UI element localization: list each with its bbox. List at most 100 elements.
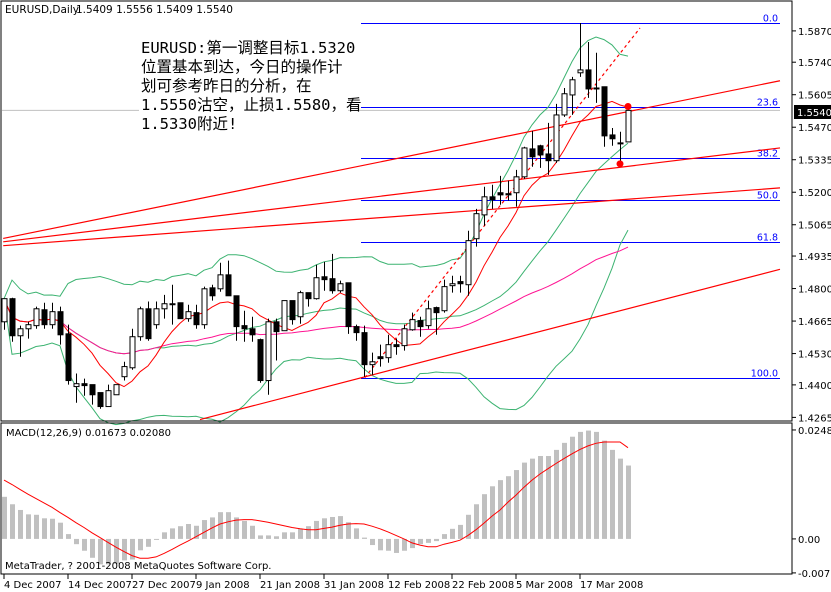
candle[interactable] bbox=[153, 301, 160, 329]
candle[interactable] bbox=[561, 87, 568, 117]
candle[interactable] bbox=[449, 275, 456, 293]
candle[interactable] bbox=[393, 338, 400, 355]
analysis-note[interactable]: EURUSD:第一调整目标1.5320 位置基本到达，今日的操作计 划可参考昨日… bbox=[139, 38, 361, 133]
candle[interactable] bbox=[41, 302, 48, 329]
candle-body bbox=[417, 320, 424, 328]
candle[interactable] bbox=[169, 284, 176, 325]
candle[interactable] bbox=[329, 253, 336, 294]
trendline[interactable] bbox=[199, 268, 781, 421]
candle[interactable] bbox=[521, 146, 528, 179]
candle[interactable] bbox=[409, 312, 416, 331]
candle[interactable] bbox=[489, 184, 496, 209]
candle[interactable] bbox=[425, 300, 432, 329]
candle[interactable] bbox=[473, 208, 480, 247]
candle[interactable] bbox=[177, 302, 184, 320]
candle[interactable] bbox=[577, 22, 584, 77]
candle[interactable] bbox=[497, 175, 504, 205]
candle[interactable] bbox=[113, 384, 120, 396]
candle[interactable] bbox=[457, 275, 464, 293]
candle[interactable] bbox=[209, 284, 216, 301]
candle[interactable] bbox=[529, 130, 536, 167]
candle[interactable] bbox=[273, 318, 280, 361]
candle[interactable] bbox=[593, 52, 600, 103]
candle-body bbox=[617, 142, 624, 145]
candle[interactable] bbox=[57, 306, 64, 345]
candle[interactable] bbox=[441, 279, 448, 313]
candle[interactable] bbox=[353, 324, 360, 341]
macd-histogram-bar bbox=[266, 535, 271, 539]
candle[interactable] bbox=[81, 378, 88, 396]
candle-body bbox=[217, 274, 224, 290]
candle[interactable] bbox=[257, 338, 264, 383]
macd-histogram-bar bbox=[394, 538, 399, 553]
candle[interactable] bbox=[585, 41, 592, 98]
candle-body bbox=[161, 303, 168, 310]
candle[interactable] bbox=[265, 318, 272, 395]
candle[interactable] bbox=[281, 300, 288, 332]
candle[interactable] bbox=[49, 302, 56, 329]
candle[interactable] bbox=[321, 261, 328, 291]
candle[interactable] bbox=[121, 361, 128, 381]
candle[interactable] bbox=[289, 300, 296, 325]
trendline[interactable] bbox=[3, 187, 781, 247]
candle[interactable] bbox=[505, 180, 512, 201]
candle[interactable] bbox=[145, 301, 152, 341]
candle[interactable] bbox=[417, 316, 424, 337]
time-tick-label: 31 Jan 2008 bbox=[324, 580, 384, 591]
candle[interactable] bbox=[513, 169, 520, 207]
candle[interactable] bbox=[537, 144, 544, 168]
candle[interactable] bbox=[465, 230, 472, 296]
candle[interactable] bbox=[433, 306, 440, 335]
trendline[interactable] bbox=[3, 80, 781, 240]
candle[interactable] bbox=[201, 286, 208, 329]
candle[interactable] bbox=[313, 264, 320, 300]
candle[interactable] bbox=[385, 334, 392, 363]
candle[interactable] bbox=[193, 304, 200, 329]
candle[interactable] bbox=[337, 280, 344, 293]
trendline[interactable] bbox=[3, 147, 781, 243]
candle[interactable] bbox=[481, 186, 488, 226]
candle[interactable] bbox=[249, 316, 256, 342]
candle-body bbox=[393, 344, 400, 348]
macd-panel[interactable] bbox=[2, 430, 631, 565]
candle[interactable] bbox=[1, 298, 8, 330]
candle[interactable] bbox=[33, 306, 40, 329]
candle[interactable] bbox=[89, 384, 96, 405]
candle[interactable] bbox=[233, 295, 240, 341]
candle[interactable] bbox=[217, 262, 224, 292]
fast-moving-average-line bbox=[3, 100, 629, 388]
candle[interactable] bbox=[25, 321, 32, 339]
candle[interactable] bbox=[345, 282, 352, 334]
candle[interactable] bbox=[137, 306, 144, 341]
candle[interactable] bbox=[97, 392, 104, 409]
candle[interactable] bbox=[617, 131, 624, 164]
candle[interactable] bbox=[129, 328, 136, 370]
candle-body bbox=[289, 300, 296, 321]
candle[interactable] bbox=[185, 304, 192, 322]
marker-dot[interactable] bbox=[624, 103, 632, 111]
candle[interactable] bbox=[297, 290, 304, 324]
candle[interactable] bbox=[105, 384, 112, 408]
candle[interactable] bbox=[369, 352, 376, 375]
candle[interactable] bbox=[401, 324, 408, 351]
candle[interactable] bbox=[17, 325, 24, 357]
candle[interactable] bbox=[625, 106, 632, 143]
candle[interactable] bbox=[65, 324, 72, 385]
candle[interactable] bbox=[225, 260, 232, 297]
candle[interactable] bbox=[305, 292, 312, 307]
candle[interactable] bbox=[377, 344, 384, 367]
candle[interactable] bbox=[609, 127, 616, 146]
candle[interactable] bbox=[553, 103, 560, 163]
candle[interactable] bbox=[545, 122, 552, 175]
candle[interactable] bbox=[569, 76, 576, 115]
candle[interactable] bbox=[241, 310, 248, 342]
time-tick-label: 14 Dec 2007 bbox=[68, 580, 132, 591]
candle[interactable] bbox=[73, 373, 80, 403]
candle[interactable] bbox=[601, 86, 608, 147]
candle[interactable] bbox=[361, 325, 368, 377]
marker-dot[interactable] bbox=[616, 160, 624, 168]
candle[interactable] bbox=[9, 297, 16, 342]
candle[interactable] bbox=[161, 294, 168, 319]
